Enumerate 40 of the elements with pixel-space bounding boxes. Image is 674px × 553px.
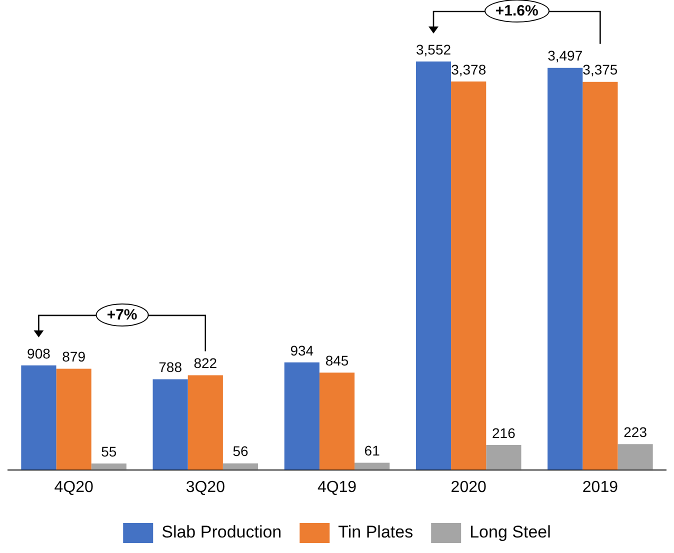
data-label: 3,497 (548, 48, 583, 64)
x-tick-label: 2019 (582, 478, 618, 496)
bar (21, 365, 56, 470)
bar (284, 362, 320, 470)
data-label: 879 (62, 348, 86, 365)
bar (222, 463, 258, 470)
bar (548, 68, 583, 470)
data-label: 223 (624, 424, 648, 440)
x-tick-label: 2020 (450, 478, 486, 496)
data-label: 56 (232, 443, 248, 460)
bar (56, 368, 92, 470)
data-label: 934 (290, 342, 314, 358)
annotation: +7% (96, 304, 148, 327)
data-label: 55 (101, 443, 117, 460)
bar (152, 379, 188, 470)
bar (91, 463, 126, 470)
text: +1.6% (484, 0, 550, 23)
data-label: 908 (27, 345, 51, 362)
data-label: 3,552 (416, 41, 452, 58)
data-label: 3,378 (451, 61, 486, 78)
data-label: 845 (325, 352, 349, 369)
legend-label: Tin Plates (338, 522, 414, 542)
bar (188, 375, 223, 470)
data-label: 788 (158, 359, 182, 376)
x-tick-label: 3Q20 (186, 478, 226, 496)
data-label: 61 (364, 442, 380, 459)
bar (618, 444, 653, 470)
bar (582, 82, 618, 470)
bar (416, 62, 452, 470)
bar (486, 444, 522, 470)
bar (451, 82, 486, 470)
legend-label: Slab Production (162, 522, 282, 542)
bar (354, 462, 390, 470)
bar (319, 372, 355, 470)
x-tick-label: 4Q19 (317, 478, 357, 496)
data-label: 216 (492, 424, 516, 441)
data-label: 3,375 (582, 62, 618, 78)
data-label: 822 (194, 355, 218, 372)
x-tick-label: 4Q20 (54, 478, 94, 496)
legend-label: Long Steel (470, 522, 551, 542)
